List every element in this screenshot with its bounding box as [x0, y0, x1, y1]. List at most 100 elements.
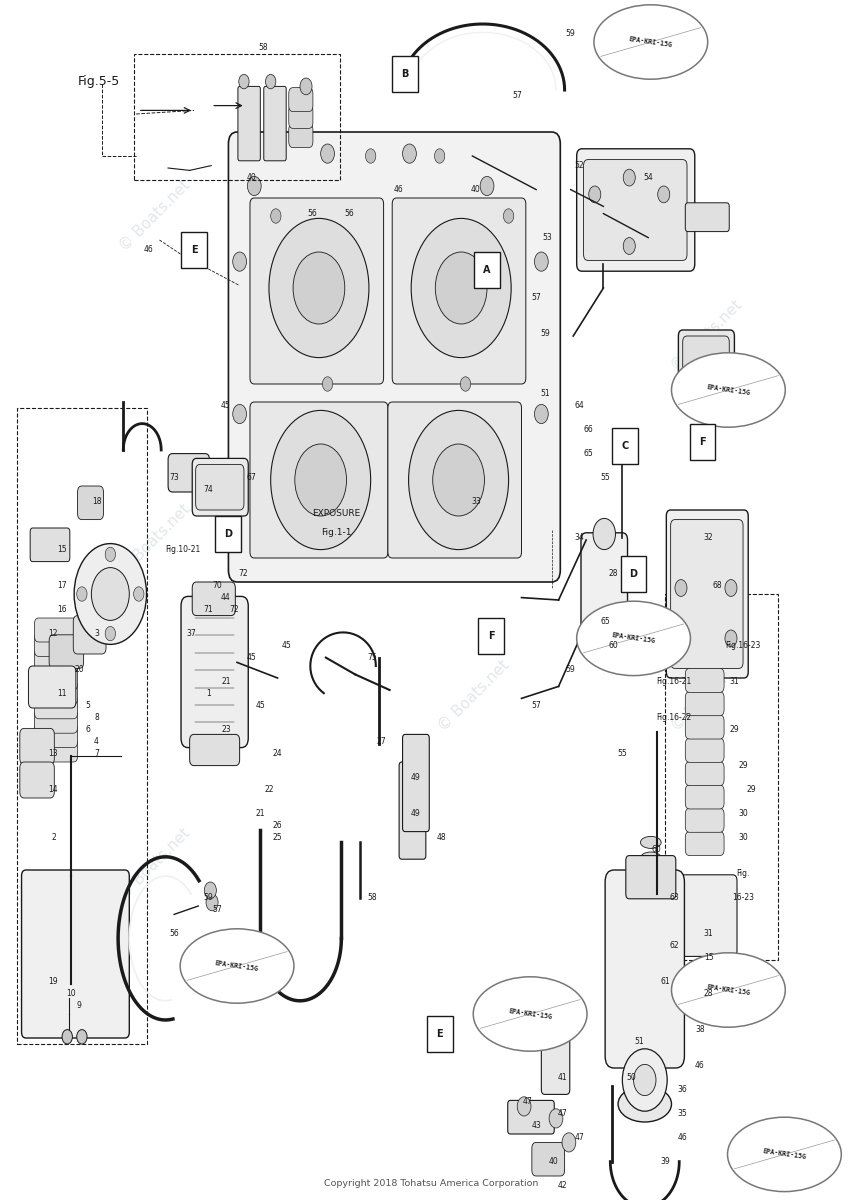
- FancyBboxPatch shape: [181, 596, 248, 748]
- Text: EPA-KRI-15G: EPA-KRI-15G: [610, 632, 655, 644]
- FancyBboxPatch shape: [77, 486, 103, 520]
- Text: D: D: [224, 529, 232, 539]
- FancyBboxPatch shape: [20, 728, 54, 764]
- Text: 6: 6: [85, 725, 90, 734]
- Circle shape: [238, 74, 249, 89]
- Text: Fig.16-23: Fig.16-23: [724, 641, 760, 650]
- FancyBboxPatch shape: [195, 464, 244, 510]
- Text: 15: 15: [703, 953, 713, 962]
- Text: 45: 45: [246, 653, 257, 662]
- Text: 60: 60: [608, 641, 618, 650]
- Text: 30: 30: [737, 809, 747, 818]
- Text: 19: 19: [48, 977, 59, 986]
- Text: 18: 18: [91, 497, 102, 506]
- Circle shape: [62, 1030, 72, 1044]
- Text: 55: 55: [599, 473, 610, 482]
- FancyBboxPatch shape: [399, 762, 425, 859]
- Text: 59: 59: [539, 329, 549, 338]
- Text: 20: 20: [74, 665, 84, 674]
- FancyBboxPatch shape: [678, 330, 734, 400]
- FancyBboxPatch shape: [20, 762, 54, 798]
- Text: EPA-KRI-15G: EPA-KRI-15G: [628, 36, 672, 48]
- FancyBboxPatch shape: [215, 516, 241, 552]
- FancyBboxPatch shape: [684, 785, 723, 809]
- Text: 37: 37: [186, 629, 196, 638]
- FancyBboxPatch shape: [678, 875, 736, 956]
- Text: 71: 71: [203, 605, 214, 614]
- Text: 65: 65: [599, 617, 610, 626]
- Text: 52: 52: [573, 161, 584, 170]
- Text: 58: 58: [257, 43, 268, 53]
- Circle shape: [265, 74, 276, 89]
- Text: 59: 59: [565, 29, 575, 38]
- Text: 40: 40: [246, 173, 257, 182]
- Text: 24: 24: [272, 749, 282, 758]
- Ellipse shape: [671, 353, 784, 427]
- Circle shape: [503, 209, 513, 223]
- FancyBboxPatch shape: [192, 458, 248, 516]
- FancyBboxPatch shape: [684, 738, 723, 762]
- Text: 42: 42: [556, 1181, 567, 1190]
- Text: 31: 31: [728, 677, 739, 686]
- Text: 45: 45: [255, 701, 265, 710]
- Text: E: E: [190, 245, 197, 254]
- Text: 1: 1: [206, 689, 211, 698]
- Text: 74: 74: [203, 485, 214, 494]
- FancyBboxPatch shape: [531, 1142, 564, 1176]
- Text: 21: 21: [220, 677, 231, 686]
- FancyBboxPatch shape: [684, 715, 723, 739]
- FancyBboxPatch shape: [250, 198, 383, 384]
- Text: 27: 27: [375, 737, 386, 746]
- Text: 41: 41: [556, 1073, 567, 1082]
- Text: © Boats.net: © Boats.net: [117, 502, 193, 578]
- Text: EPA-KRI-15G: EPA-KRI-15G: [705, 984, 750, 996]
- Circle shape: [435, 252, 486, 324]
- Text: 16-23: 16-23: [731, 893, 753, 902]
- Circle shape: [588, 186, 600, 203]
- Text: 72: 72: [238, 569, 248, 578]
- Circle shape: [724, 630, 736, 647]
- Text: 29: 29: [728, 725, 739, 734]
- Text: F: F: [487, 631, 494, 641]
- Circle shape: [232, 252, 246, 271]
- Text: © Boats.net: © Boats.net: [117, 178, 193, 254]
- Text: 40: 40: [548, 1157, 558, 1166]
- Circle shape: [622, 1049, 666, 1111]
- Ellipse shape: [671, 953, 784, 1027]
- Text: © Boats.net: © Boats.net: [117, 826, 193, 902]
- Ellipse shape: [473, 977, 586, 1051]
- Circle shape: [204, 882, 216, 899]
- FancyBboxPatch shape: [392, 56, 418, 92]
- Text: F: F: [698, 437, 705, 446]
- Circle shape: [623, 238, 635, 254]
- Circle shape: [232, 404, 246, 424]
- Text: 57: 57: [511, 91, 522, 101]
- FancyBboxPatch shape: [192, 582, 235, 616]
- Text: 56: 56: [169, 929, 179, 938]
- Text: © Boats.net: © Boats.net: [436, 658, 511, 734]
- Text: 45: 45: [281, 641, 291, 650]
- FancyBboxPatch shape: [34, 618, 77, 642]
- Circle shape: [294, 444, 346, 516]
- Text: Copyright 2018 Tohatsu America Corporation: Copyright 2018 Tohatsu America Corporati…: [324, 1178, 537, 1188]
- FancyBboxPatch shape: [625, 856, 675, 899]
- Text: 43: 43: [530, 1121, 541, 1130]
- Text: 40: 40: [470, 185, 480, 194]
- Text: 49: 49: [410, 773, 420, 782]
- FancyBboxPatch shape: [426, 1016, 452, 1052]
- FancyBboxPatch shape: [288, 104, 313, 128]
- Text: 39: 39: [660, 1157, 670, 1166]
- FancyBboxPatch shape: [684, 203, 728, 232]
- Circle shape: [74, 544, 146, 644]
- Text: 46: 46: [677, 1133, 687, 1142]
- Circle shape: [270, 209, 281, 223]
- Text: EPA-KRI-15G: EPA-KRI-15G: [705, 384, 750, 396]
- Text: 28: 28: [608, 569, 618, 578]
- Text: EPA-KRI-15G: EPA-KRI-15G: [214, 960, 259, 972]
- Text: 48: 48: [436, 833, 446, 842]
- Circle shape: [657, 186, 669, 203]
- Text: 62: 62: [668, 941, 678, 950]
- Text: 21: 21: [255, 809, 265, 818]
- Text: 66: 66: [582, 425, 592, 434]
- FancyBboxPatch shape: [604, 870, 684, 1068]
